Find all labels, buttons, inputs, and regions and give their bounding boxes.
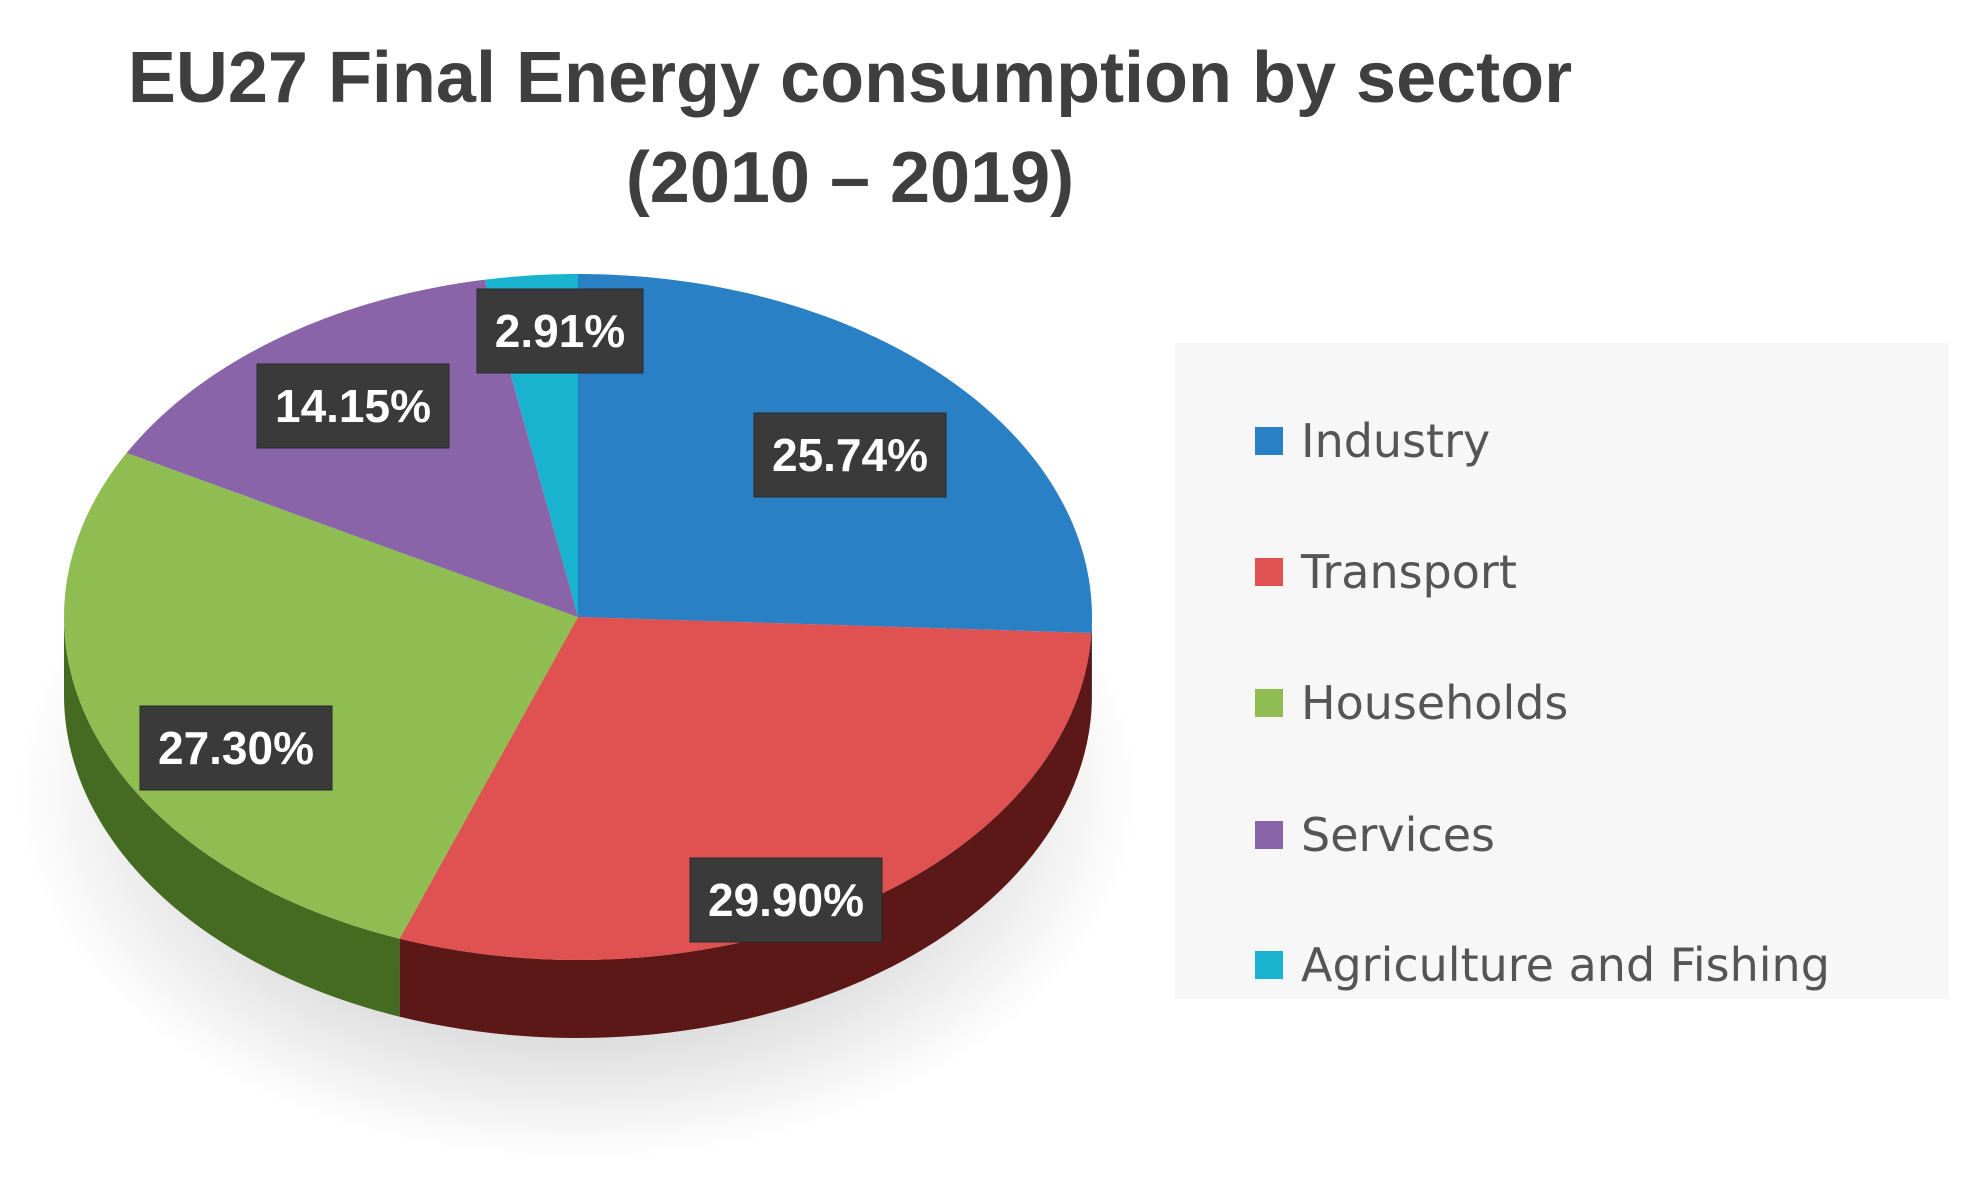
legend: Industry Transport Households Services Agric… [1175, 343, 1949, 999]
pie-data-labels: 25.74% 29.90% 27.30% 14.15% 2.91% [139, 288, 947, 943]
pie-sides [64, 617, 1092, 1038]
legend-item-services[interactable]: Services [1255, 805, 1495, 865]
data-label-box [476, 288, 644, 374]
legend-swatch [1255, 951, 1283, 979]
chart-title-line1: EU27 Final Energy consumption by sector [127, 38, 1573, 118]
legend-label: Industry [1301, 414, 1491, 468]
data-label-text: 25.74% [772, 429, 928, 481]
data-label-box [753, 412, 947, 498]
legend-swatch [1255, 689, 1283, 717]
legend-item-households[interactable]: Households [1255, 673, 1568, 733]
pie-slices [64, 274, 1092, 960]
legend-item-transport[interactable]: Transport [1255, 542, 1517, 602]
data-label-text: 29.90% [708, 874, 864, 926]
pie-slice-transport[interactable] [399, 617, 1092, 960]
legend-label: Households [1301, 676, 1569, 730]
chart-title: EU27 Final Energy consumption by sector … [0, 28, 1700, 228]
data-label-box [689, 857, 883, 943]
legend-swatch [1255, 558, 1283, 586]
legend-label: Services [1301, 808, 1495, 862]
data-label-transport: 29.90% [689, 857, 883, 943]
legend-item-industry[interactable]: Industry [1255, 411, 1490, 471]
data-label-agriculture-and-fishing: 2.91% [476, 288, 644, 374]
data-label-text: 14.15% [275, 380, 431, 432]
legend-swatch [1255, 427, 1283, 455]
legend-label: Agriculture and Fishing [1301, 938, 1830, 992]
data-label-services: 14.15% [256, 363, 450, 449]
data-label-text: 2.91% [495, 305, 625, 357]
data-label-box [139, 705, 333, 791]
data-label-industry: 25.74% [753, 412, 947, 498]
chart-subtitle: (2010 – 2019) [625, 138, 1075, 218]
legend-item-agriculture-and-fishing[interactable]: Agriculture and Fishing [1255, 935, 1830, 995]
legend-swatch [1255, 821, 1283, 849]
pie-side-households [64, 617, 400, 1017]
pie-side-transport [399, 632, 1092, 1038]
data-label-box [256, 363, 450, 449]
data-label-households: 27.30% [139, 705, 333, 791]
pie-side-industry [1091, 617, 1092, 711]
data-label-text: 27.30% [158, 722, 314, 774]
pie-slice-households[interactable] [64, 452, 578, 939]
legend-label: Transport [1301, 545, 1517, 599]
